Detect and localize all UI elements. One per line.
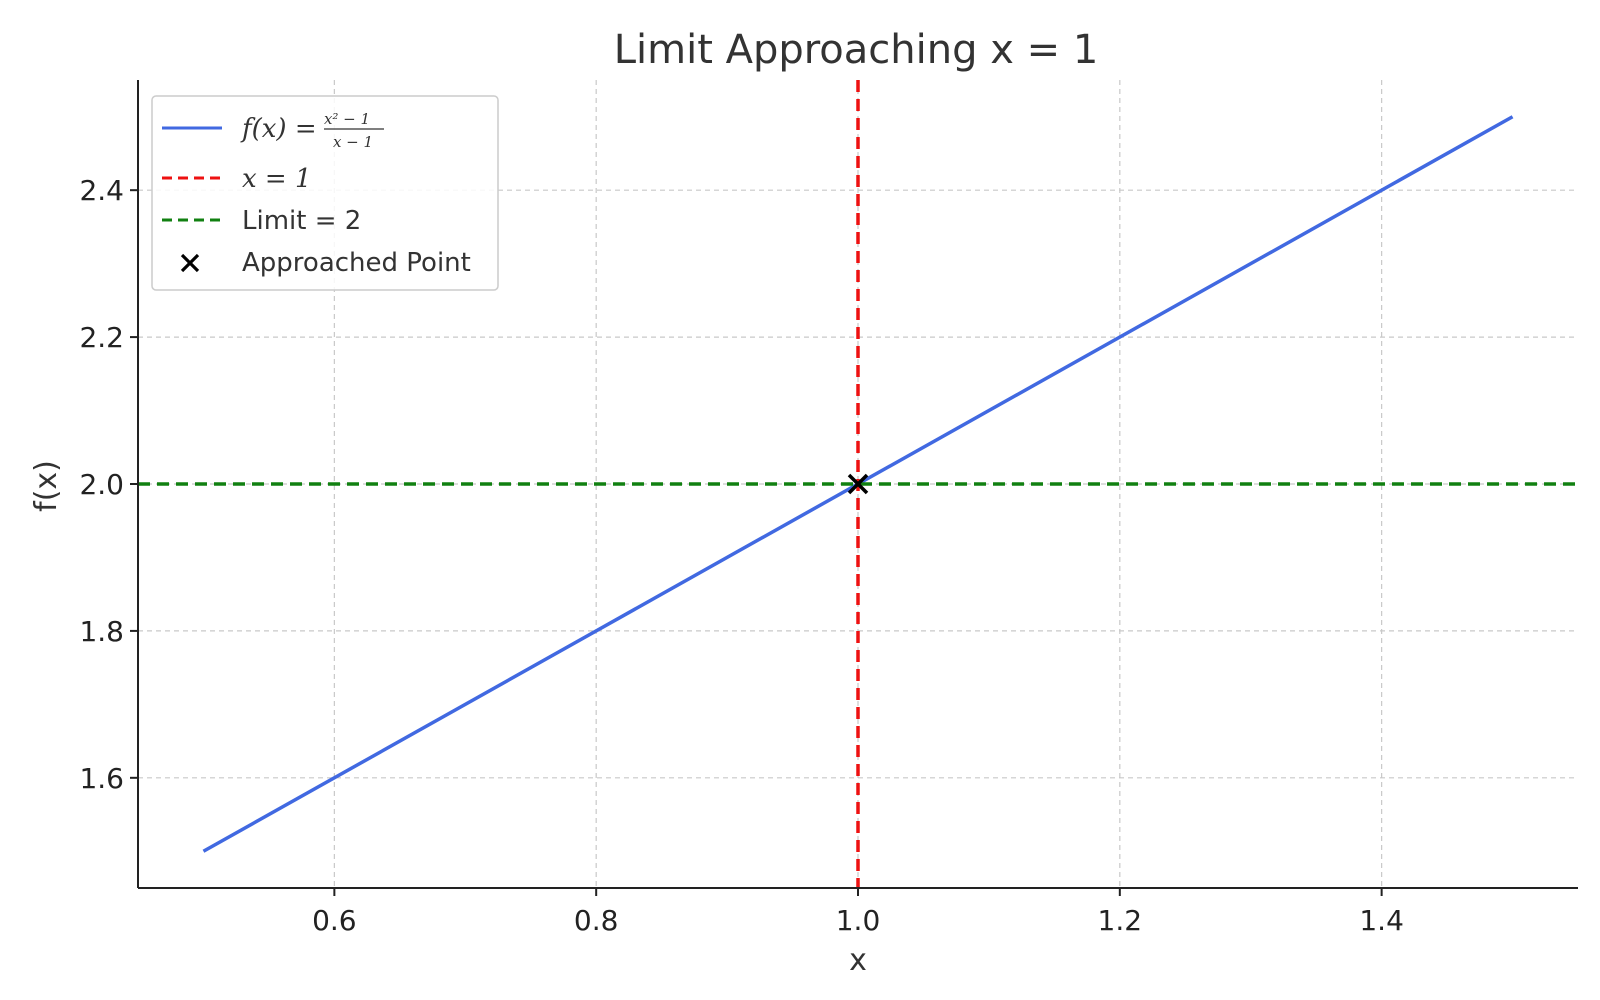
x-tick-label: 0.6 [312, 904, 357, 937]
x-tick-label: 0.8 [574, 904, 619, 937]
legend-frame [151, 95, 499, 291]
approached-point-marker [847, 473, 869, 495]
y-tick-label: 2.0 [79, 468, 124, 501]
y-axis-label: f(x) [29, 460, 64, 512]
legend: f(x) = x² − 1 x − 1 x = 1 Limit = 2 Appr… [151, 95, 499, 291]
y-tick-label: 1.6 [79, 762, 124, 795]
legend-marker-point [180, 253, 200, 273]
x-axis-label: x [849, 943, 867, 978]
y-tick-label: 2.4 [79, 174, 124, 207]
legend-label-vertical-line: x = 1 [242, 164, 312, 194]
y-tick-label: 1.8 [79, 615, 124, 648]
x-tick-label: 1.0 [836, 904, 881, 937]
x-tick-label: 1.4 [1359, 904, 1404, 937]
plot-area [138, 80, 1578, 888]
legend-label-point: Approached Point [242, 248, 471, 278]
legend-label-limit-line: Limit = 2 [242, 206, 361, 236]
x-tick-label: 1.2 [1098, 904, 1143, 937]
y-tick-label: 2.2 [79, 321, 124, 354]
chart-title: Limit Approaching x = 1 [614, 27, 1099, 73]
legend-label-function-denominator: x − 1 [333, 133, 373, 151]
legend-label-function-prefix: f(x) = [240, 114, 317, 144]
axis-ticks: 0.6 0.8 1.0 1.2 1.4 1.6 1.8 2.0 2.2 2.4 [79, 174, 1403, 937]
legend-label-function-numerator: x² − 1 [324, 110, 370, 128]
